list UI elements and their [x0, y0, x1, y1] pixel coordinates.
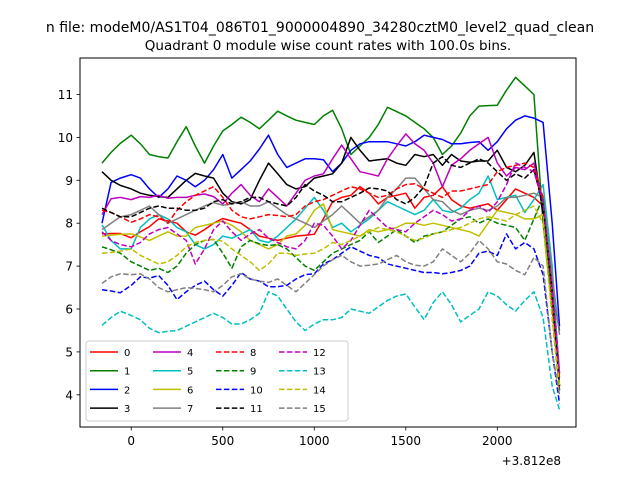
y-tick-label: 6 [65, 303, 73, 317]
figure-suptitle: n file: modeM0/AS1T04_086T01_9000004890_… [46, 20, 594, 36]
x-tick-label: 500 [211, 434, 234, 448]
x-tick-label: 1000 [299, 434, 330, 448]
series-line-12 [101, 162, 561, 374]
series-line-9 [101, 196, 561, 391]
series-line-10 [101, 233, 561, 404]
legend-label-2: 2 [124, 385, 130, 396]
series-line-15 [101, 239, 561, 395]
legend-label-8: 8 [250, 348, 256, 359]
legend-label-6: 6 [187, 385, 193, 396]
legend-label-14: 14 [313, 385, 326, 396]
series-line-4 [101, 133, 561, 374]
series-line-7 [101, 177, 561, 335]
legend-label-1: 1 [124, 367, 130, 378]
x-tick-label: 2000 [482, 434, 513, 448]
y-tick-label: 8 [65, 217, 73, 231]
legend-frame [85, 340, 349, 422]
x-tick-label: 0 [127, 434, 135, 448]
legend-label-13: 13 [313, 367, 326, 378]
legend-label-11: 11 [250, 404, 263, 415]
axes-frame [79, 57, 577, 428]
y-tick-label: 10 [58, 131, 73, 145]
legend-label-9: 9 [250, 367, 256, 378]
series-line-2 [101, 115, 561, 327]
legend-label-7: 7 [187, 404, 193, 415]
series-line-14 [101, 205, 561, 387]
legend-label-5: 5 [187, 367, 193, 378]
legend-label-3: 3 [124, 404, 130, 415]
legend-label-15: 15 [313, 404, 326, 415]
chart-title: Quadrant 0 module wise count rates with … [145, 38, 511, 54]
y-tick-label: 5 [65, 345, 73, 359]
series-line-11 [101, 155, 561, 387]
y-tick-label: 7 [65, 260, 73, 274]
series-line-13 [101, 291, 561, 411]
legend-label-10: 10 [250, 385, 263, 396]
legend-label-12: 12 [313, 348, 326, 359]
plot-area [101, 76, 561, 411]
legend-label-4: 4 [187, 348, 193, 359]
y-tick-label: 4 [65, 388, 73, 402]
x-offset-label: +3.812e8 [502, 454, 561, 468]
series-line-1 [101, 76, 561, 387]
y-tick-label: 9 [65, 174, 73, 188]
legend-label-0: 0 [124, 348, 130, 359]
x-tick-label: 1500 [391, 434, 422, 448]
series-line-8 [101, 162, 561, 378]
y-tick-label: 11 [58, 88, 73, 102]
